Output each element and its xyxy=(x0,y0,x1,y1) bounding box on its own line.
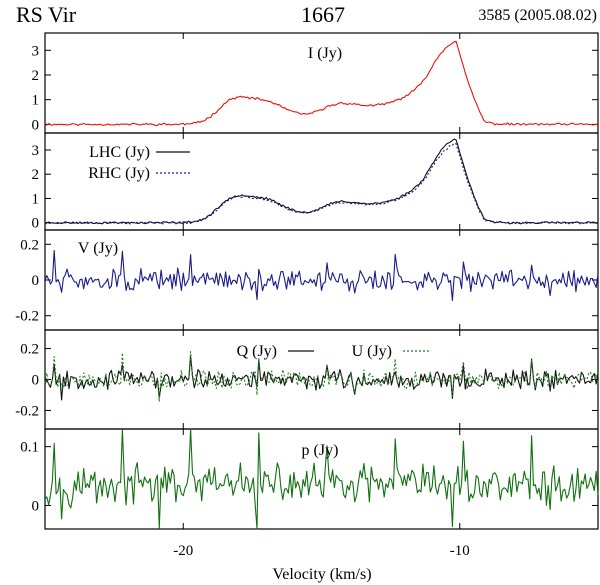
ytick-label-LR-2: 2 xyxy=(32,167,40,183)
ytick-label-LR-0: 0 xyxy=(32,216,40,232)
panel-p: 0 0.1 p (Jy) xyxy=(20,428,599,530)
series-line-q xyxy=(44,355,599,401)
panel-p-frame xyxy=(44,428,599,530)
ytick-label-I-3: 3 xyxy=(32,43,40,59)
x-axis-label: Velocity (km/s) xyxy=(272,566,371,583)
panel-I: 0 1 2 3 I (Jy) xyxy=(32,32,599,134)
panel-label-p: p (Jy) xyxy=(302,442,339,459)
panel-LR: 0 1 2 3 LHC (Jy) RHC (Jy) xyxy=(32,132,599,232)
panel-V: -0.2 0 0.2 V (Jy) xyxy=(15,229,599,331)
panel-label-V: V (Jy) xyxy=(78,240,118,257)
panel-QU: -0.2 0 0.2 Q (Jy) U (Jy) xyxy=(15,329,599,430)
ytick-label-I-1: 1 xyxy=(32,93,40,109)
ytick-label-I-2: 2 xyxy=(32,68,40,84)
ytick-label-LR-3: 3 xyxy=(32,143,40,159)
x-axis: -20 -10 xyxy=(173,543,470,559)
panel-label-I: I (Jy) xyxy=(308,45,342,62)
legend-label-q: Q (Jy) xyxy=(237,343,277,360)
series-line-rhc xyxy=(44,142,599,225)
ytick-label-V-1: 0 xyxy=(32,273,40,289)
legend-label-rhc: RHC (Jy) xyxy=(88,165,150,182)
ytick-label-V-2: 0.2 xyxy=(20,237,39,253)
ytick-label-QU-2: 0.2 xyxy=(20,342,39,358)
xtick-label-1: -10 xyxy=(450,543,470,559)
legend-label-u: U (Jy) xyxy=(352,343,392,360)
observation-epoch: 3585 (2005.08.02) xyxy=(478,7,597,24)
series-line-i xyxy=(44,40,599,127)
ytick-label-LR-1: 1 xyxy=(32,191,40,207)
ytick-label-I-0: 0 xyxy=(32,117,40,133)
ytick-label-p-1: 0.1 xyxy=(20,440,39,456)
panel-V-frame xyxy=(44,229,599,331)
ytick-label-QU-0: -0.2 xyxy=(15,403,39,419)
ytick-label-p-0: 0 xyxy=(32,498,40,514)
series-line-v xyxy=(44,249,599,301)
series-line-u xyxy=(44,351,599,403)
panels-group: 0 1 2 3 I (Jy) 0 1 2 3 LHC (Jy) RHC (Jy) -0.2 0 0.2 V … xyxy=(15,32,599,530)
line-frequency: 1667 xyxy=(301,2,345,27)
series-line-p xyxy=(44,428,599,530)
xtick-label-0: -20 xyxy=(173,543,193,559)
legend-label-lhc: LHC (Jy) xyxy=(89,144,150,161)
ytick-label-V-0: -0.2 xyxy=(15,309,39,325)
object-name: RS Vir xyxy=(16,2,77,27)
ytick-label-QU-1: 0 xyxy=(32,373,40,389)
